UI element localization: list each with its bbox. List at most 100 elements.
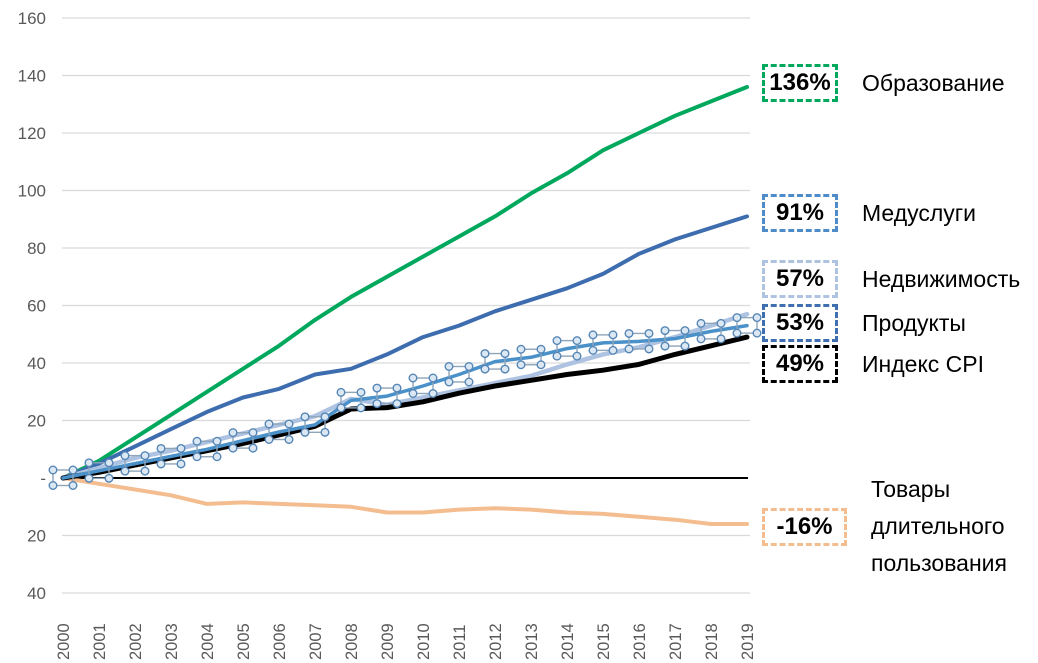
point-selection-box[interactable] — [340, 391, 362, 409]
selection-handle-icon[interactable] — [336, 403, 346, 413]
point-selection-box[interactable] — [736, 316, 758, 334]
selection-handle-icon[interactable] — [624, 344, 634, 354]
selection-handle-icon[interactable] — [464, 362, 474, 372]
selection-handle-icon[interactable] — [752, 313, 762, 323]
selection-handle-icon[interactable] — [372, 383, 382, 393]
selection-handle-icon[interactable] — [588, 345, 598, 355]
point-selection-box[interactable] — [124, 454, 146, 472]
point-selection-box[interactable] — [520, 348, 542, 366]
selection-handle-icon[interactable] — [516, 344, 526, 354]
selection-handle-icon[interactable] — [300, 427, 310, 437]
selection-handle-icon[interactable] — [156, 459, 166, 469]
legend-value-box-durable-goods[interactable]: -16% — [762, 507, 847, 546]
legend-item-medical-services[interactable]: 91% Медуслуги — [762, 194, 976, 232]
selection-handle-icon[interactable] — [192, 436, 202, 446]
selection-handle-icon[interactable] — [752, 328, 762, 338]
point-selection-box[interactable] — [88, 462, 110, 480]
selection-handle-icon[interactable] — [732, 328, 742, 338]
selection-handles-groceries[interactable] — [48, 313, 762, 491]
selection-handle-icon[interactable] — [732, 313, 742, 323]
selection-handle-icon[interactable] — [500, 364, 510, 374]
selection-handle-icon[interactable] — [660, 341, 670, 351]
selection-handle-icon[interactable] — [140, 466, 150, 476]
selection-handle-icon[interactable] — [572, 336, 582, 346]
selection-handle-icon[interactable] — [48, 465, 58, 475]
selection-handle-icon[interactable] — [248, 428, 258, 438]
selection-handle-icon[interactable] — [516, 360, 526, 370]
series-line-medical-services[interactable] — [61, 214, 749, 480]
selection-handle-icon[interactable] — [84, 458, 94, 468]
selection-handle-icon[interactable] — [300, 412, 310, 422]
selection-handle-icon[interactable] — [536, 360, 546, 370]
selection-handle-icon[interactable] — [120, 451, 130, 461]
selection-handle-icon[interactable] — [284, 435, 294, 445]
point-selection-box[interactable] — [160, 447, 182, 465]
selection-handle-icon[interactable] — [140, 451, 150, 461]
legend-item-real-estate[interactable]: 57% Недвижимость — [762, 260, 1020, 298]
selection-handle-icon[interactable] — [588, 330, 598, 340]
selection-handle-icon[interactable] — [176, 443, 186, 453]
selection-handle-icon[interactable] — [608, 345, 618, 355]
selection-handle-icon[interactable] — [264, 435, 274, 445]
selection-handle-icon[interactable] — [176, 459, 186, 469]
selection-handle-icon[interactable] — [68, 481, 78, 491]
selection-handle-icon[interactable] — [680, 341, 690, 351]
selection-handle-icon[interactable] — [192, 452, 202, 462]
selection-handle-icon[interactable] — [228, 428, 238, 438]
selection-handle-icon[interactable] — [644, 344, 654, 354]
selection-handle-icon[interactable] — [680, 326, 690, 336]
selection-handle-icon[interactable] — [444, 362, 454, 372]
selection-handle-icon[interactable] — [356, 387, 366, 397]
selection-handle-icon[interactable] — [392, 399, 402, 409]
selection-handle-icon[interactable] — [68, 465, 78, 475]
selection-handle-icon[interactable] — [428, 389, 438, 399]
point-selection-box[interactable] — [304, 416, 326, 434]
selection-handle-icon[interactable] — [660, 326, 670, 336]
legend-item-durable-goods[interactable]: -16% Товары длительного пользования — [762, 471, 1038, 582]
selection-handle-icon[interactable] — [284, 419, 294, 429]
series-line-durable-goods[interactable] — [61, 476, 749, 526]
selection-handle-icon[interactable] — [156, 443, 166, 453]
point-selection-box[interactable] — [52, 469, 74, 487]
selection-handle-icon[interactable] — [264, 419, 274, 429]
selection-handle-icon[interactable] — [464, 377, 474, 387]
point-selection-box[interactable] — [664, 329, 686, 347]
selection-handle-icon[interactable] — [444, 377, 454, 387]
selection-handle-icon[interactable] — [696, 334, 706, 344]
selection-handle-icon[interactable] — [392, 383, 402, 393]
point-selection-box[interactable] — [628, 332, 650, 350]
point-selection-box[interactable] — [448, 365, 470, 383]
series-line-groceries[interactable] — [61, 323, 749, 480]
legend-item-education[interactable]: 136% Образование — [762, 64, 1005, 102]
selection-handle-icon[interactable] — [212, 436, 222, 446]
selection-handle-icon[interactable] — [716, 334, 726, 344]
selection-handle-icon[interactable] — [608, 330, 618, 340]
selection-handle-icon[interactable] — [104, 473, 114, 483]
selection-handle-icon[interactable] — [624, 328, 634, 338]
legend-value-box-education[interactable]: 136% — [762, 64, 838, 102]
selection-handle-icon[interactable] — [228, 443, 238, 453]
selection-handle-icon[interactable] — [408, 389, 418, 399]
legend-value-box-groceries[interactable]: 53% — [762, 304, 838, 342]
selection-handle-icon[interactable] — [104, 458, 114, 468]
point-selection-box[interactable] — [592, 334, 614, 352]
selection-handle-icon[interactable] — [480, 349, 490, 359]
point-selection-box[interactable] — [196, 440, 218, 458]
point-selection-box[interactable] — [556, 339, 578, 357]
selection-handle-icon[interactable] — [84, 473, 94, 483]
selection-handle-icon[interactable] — [536, 344, 546, 354]
selection-handle-icon[interactable] — [120, 466, 130, 476]
point-selection-box[interactable] — [268, 423, 290, 441]
selection-handle-icon[interactable] — [644, 328, 654, 338]
selection-handle-icon[interactable] — [716, 318, 726, 328]
selection-handle-icon[interactable] — [500, 349, 510, 359]
selection-handle-icon[interactable] — [320, 427, 330, 437]
point-selection-box[interactable] — [232, 431, 254, 449]
selection-handle-icon[interactable] — [248, 443, 258, 453]
legend-item-cpi-index[interactable]: 49% Индекс CPI — [762, 345, 984, 383]
series-line-real-estate[interactable] — [60, 311, 750, 481]
selection-handle-icon[interactable] — [572, 351, 582, 361]
legend-value-box-cpi-index[interactable]: 49% — [762, 345, 838, 383]
legend-value-box-medical-services[interactable]: 91% — [762, 194, 838, 232]
selection-handle-icon[interactable] — [48, 481, 58, 491]
